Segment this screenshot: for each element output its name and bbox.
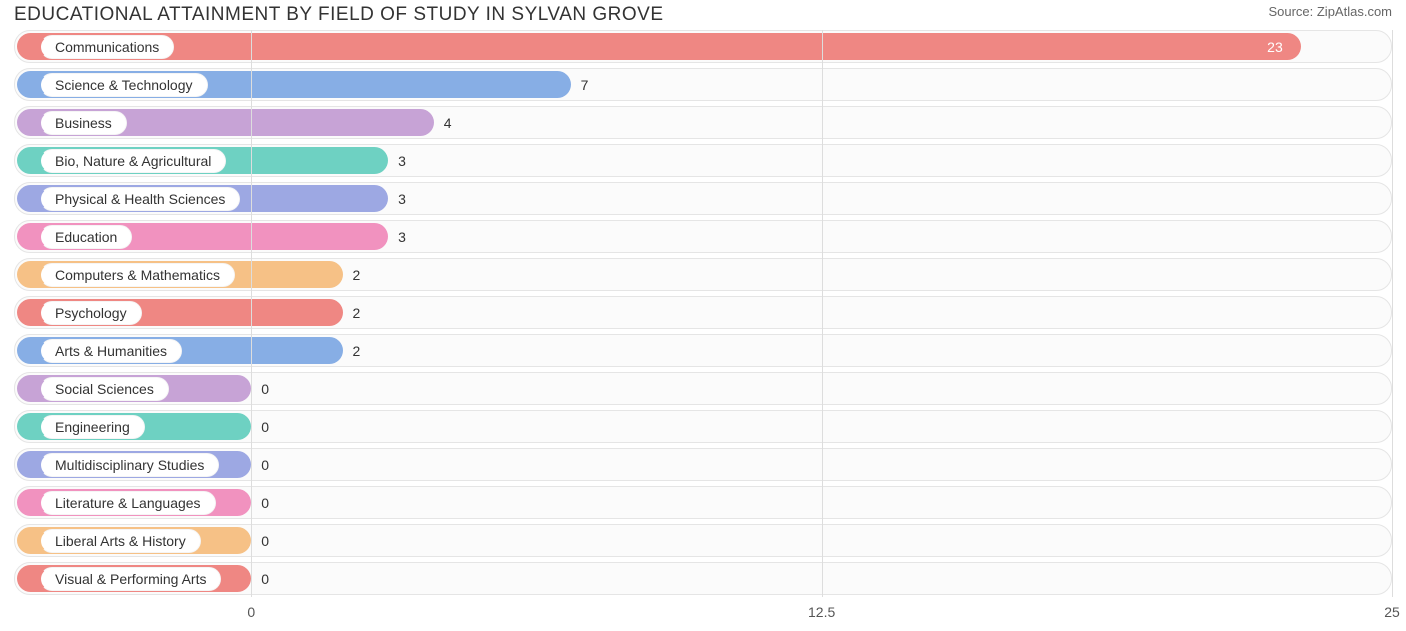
bar-value-label: 2	[353, 305, 361, 321]
bar-value-label: 2	[353, 267, 361, 283]
bar-value-label: 0	[261, 419, 269, 435]
bar-category-label: Science & Technology	[40, 73, 208, 97]
chart-plot-area: Communications23Science & Technology7Bus…	[0, 28, 1406, 595]
bar-category-label: Physical & Health Sciences	[40, 187, 240, 211]
x-axis: 012.525	[14, 600, 1392, 630]
bar-category-label: Visual & Performing Arts	[40, 567, 221, 591]
bar-category-label: Communications	[40, 35, 174, 59]
bar-row: Bio, Nature & Agricultural 3	[14, 144, 1392, 177]
bar-row: Arts & Humanities 2	[14, 334, 1392, 367]
bar-row: Education 3	[14, 220, 1392, 253]
bar-row: Communications 23	[14, 30, 1392, 63]
x-axis-tick: 0	[247, 604, 255, 620]
bar-row: Psychology 2	[14, 296, 1392, 329]
bar-category-label: Business	[40, 111, 127, 135]
bar-row: Multidisciplinary Studies 0	[14, 448, 1392, 481]
bar-value-label: 0	[261, 571, 269, 587]
bar-category-label: Computers & Mathematics	[40, 263, 235, 287]
bar-value-label: 0	[261, 457, 269, 473]
x-axis-tick: 12.5	[808, 604, 835, 620]
bar-row: Literature & Languages 0	[14, 486, 1392, 519]
bar-value-label: 3	[398, 153, 406, 169]
gridline	[1392, 30, 1393, 597]
bar-value-label: 0	[261, 381, 269, 397]
bar-category-label: Literature & Languages	[40, 491, 216, 515]
bar-row: Visual & Performing Arts 0	[14, 562, 1392, 595]
bar-row: Liberal Arts & History 0	[14, 524, 1392, 557]
bar-row: Engineering 0	[14, 410, 1392, 443]
bar-value-label: 23	[1267, 39, 1283, 55]
bar-row: Business 4	[14, 106, 1392, 139]
gridline	[251, 30, 252, 597]
bar-row: Science & Technology 7	[14, 68, 1392, 101]
bar-value-label: 3	[398, 191, 406, 207]
bar-category-label: Education	[40, 225, 132, 249]
chart-header: EDUCATIONAL ATTAINMENT BY FIELD OF STUDY…	[0, 0, 1406, 28]
bar-value-label: 2	[353, 343, 361, 359]
bar-row: Computers & Mathematics 2	[14, 258, 1392, 291]
bar-category-label: Liberal Arts & History	[40, 529, 201, 553]
bar-category-label: Arts & Humanities	[40, 339, 182, 363]
bar-value-label: 4	[444, 115, 452, 131]
chart-source: Source: ZipAtlas.com	[1268, 4, 1392, 19]
bar-value-label: 3	[398, 229, 406, 245]
bar-category-label: Psychology	[40, 301, 142, 325]
bar-category-label: Social Sciences	[40, 377, 169, 401]
bar-row: Physical & Health Sciences 3	[14, 182, 1392, 215]
bar-row: Social Sciences 0	[14, 372, 1392, 405]
bar-category-label: Multidisciplinary Studies	[40, 453, 219, 477]
x-axis-tick: 25	[1384, 604, 1400, 620]
bar-value-label: 0	[261, 533, 269, 549]
bar-fill	[17, 33, 1301, 60]
chart-title: EDUCATIONAL ATTAINMENT BY FIELD OF STUDY…	[14, 4, 664, 26]
gridline	[822, 30, 823, 597]
bar-value-label: 7	[581, 77, 589, 93]
bar-category-label: Bio, Nature & Agricultural	[40, 149, 226, 173]
bar-category-label: Engineering	[40, 415, 145, 439]
bar-value-label: 0	[261, 495, 269, 511]
